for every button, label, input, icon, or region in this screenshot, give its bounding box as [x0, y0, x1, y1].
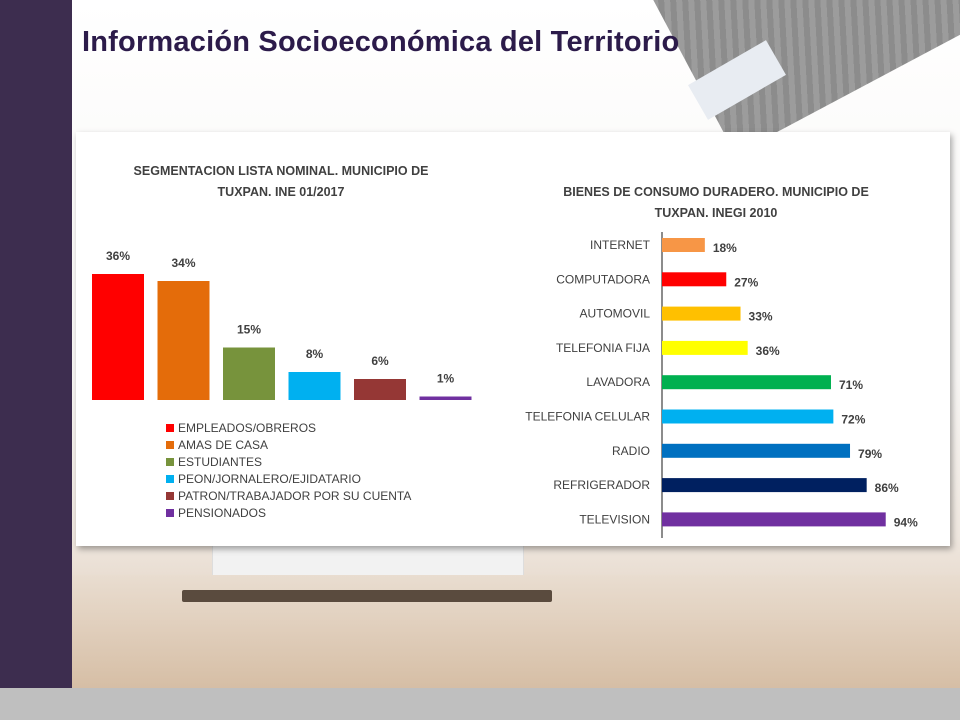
right-bar-label-internet: 18%: [713, 241, 737, 255]
right-category-label-radio: RADIO: [612, 444, 650, 458]
right-category-label-automovil: AUTOMOVIL: [580, 307, 651, 321]
left-bar-label-estudiantes: 15%: [237, 323, 261, 337]
left-legend-swatch-estudiantes: [166, 458, 174, 466]
left-legend-swatch-pensionados: [166, 509, 174, 517]
left-bar-label-peon-jornalero-ejidatario: 8%: [306, 347, 324, 361]
right-bar-label-telefonia-celular: 72%: [841, 413, 865, 427]
right-category-label-refrigerador: REFRIGERADOR: [553, 478, 650, 492]
right-bar-radio: [662, 443, 851, 458]
left-bar-label-patron-trabajador-por-su-cuenta: 6%: [371, 354, 389, 368]
left-bar-label-empleados-obreros: 36%: [106, 249, 130, 263]
left-legend-label-amas-de-casa: AMAS DE CASA: [178, 438, 268, 452]
left-chart-legend: EMPLEADOS/OBREROS AMAS DE CASA ESTUDIANTES…: [166, 421, 411, 520]
ballot-box-slot-decoration: [182, 590, 552, 602]
right-bar-telefonia-fija: [662, 340, 748, 355]
left-bar-label-amas-de-casa: 34%: [171, 256, 195, 270]
charts-svg: SEGMENTACION LISTA NOMINAL. MUNICIPIO DE…: [92, 164, 918, 538]
right-category-label-telefonia-fija: TELEFONIA FIJA: [556, 341, 650, 355]
lista-nominal-chart: SEGMENTACION LISTA NOMINAL. MUNICIPIO DE…: [92, 164, 472, 520]
left-legend-label-patron-trabajador-por-su-cuenta: PATRON/TRABAJADOR POR SU CUENTA: [178, 489, 411, 503]
right-category-label-computadora: COMPUTADORA: [556, 272, 650, 286]
left-chart-title-line-2: TUXPAN. INE 01/2017: [218, 185, 345, 199]
right-bar-lavadora: [662, 375, 831, 390]
left-bar-pensionados: [419, 396, 472, 400]
right-bar-television: [662, 512, 886, 527]
left-bar-label-pensionados: 1%: [437, 372, 455, 386]
bienes-consumo-chart: BIENES DE CONSUMO DURADERO. MUNICIPIO DE…: [525, 185, 918, 529]
left-legend-swatch-empleados-obreros: [166, 424, 174, 432]
right-bar-label-refrigerador: 86%: [875, 481, 899, 495]
left-legend-label-peon-jornalero-ejidatario: PEON/JORNALERO/EJIDATARIO: [178, 472, 361, 486]
right-bar-label-computadora: 27%: [734, 275, 758, 289]
left-legend-label-pensionados: PENSIONADOS: [178, 506, 266, 520]
right-bar-automovil: [662, 306, 741, 321]
right-category-label-telefonia-celular: TELEFONIA CELULAR: [525, 410, 650, 424]
left-bar-patron-trabajador-por-su-cuenta: [354, 379, 406, 400]
left-bar-amas-de-casa: [157, 281, 210, 400]
right-bar-label-television: 94%: [894, 515, 918, 529]
right-bar-internet: [662, 238, 705, 252]
left-legend-swatch-patron-trabajador-por-su-cuenta: [166, 492, 174, 500]
right-chart-title-line-1: BIENES DE CONSUMO DURADERO. MUNICIPIO DE: [563, 185, 869, 199]
left-bar-estudiantes: [223, 347, 275, 400]
bottom-bar: [0, 688, 960, 720]
right-bar-label-telefonia-fija: 36%: [756, 344, 780, 358]
left-legend-swatch-amas-de-casa: [166, 441, 174, 449]
right-bar-label-lavadora: 71%: [839, 378, 863, 392]
right-bar-computadora: [662, 272, 727, 287]
page-title: Información Socioeconómica del Territori…: [82, 26, 680, 58]
right-category-label-television: TELEVISION: [579, 512, 650, 526]
left-bar-peon-jornalero-ejidatario: [288, 372, 341, 400]
left-legend-label-empleados-obreros: EMPLEADOS/OBREROS: [178, 421, 316, 435]
right-category-label-internet: INTERNET: [590, 238, 651, 252]
left-chart-title-line-1: SEGMENTACION LISTA NOMINAL. MUNICIPIO DE: [134, 164, 429, 178]
left-bar-empleados-obreros: [92, 274, 144, 400]
left-legend-label-estudiantes: ESTUDIANTES: [178, 455, 262, 469]
right-chart-bars: INTERNET 18% COMPUTADORA 27% AUTOMOVIL 33% TEL…: [525, 238, 918, 529]
right-bar-label-radio: 79%: [858, 447, 882, 461]
right-bar-telefonia-celular: [662, 409, 834, 424]
left-legend-swatch-peon-jornalero-ejidatario: [166, 475, 174, 483]
charts-panel: SEGMENTACION LISTA NOMINAL. MUNICIPIO DE…: [76, 132, 950, 546]
right-category-label-lavadora: LAVADORA: [586, 375, 650, 389]
right-chart-title-line-2: TUXPAN. INEGI 2010: [655, 206, 778, 220]
right-bar-label-automovil: 33%: [749, 310, 773, 324]
left-chart-bars: 36% 34% 15% 8% 6% 1%: [92, 249, 472, 400]
right-bar-refrigerador: [662, 478, 867, 493]
left-accent-bar: [0, 0, 72, 688]
